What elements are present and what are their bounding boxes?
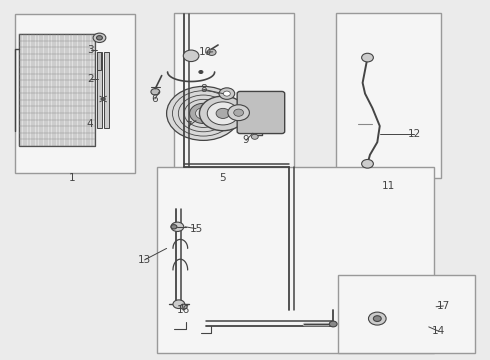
Text: 10: 10 [199,47,212,57]
Bar [19,34,95,146]
Circle shape [151,89,160,95]
Circle shape [190,103,217,123]
Circle shape [171,225,177,229]
Circle shape [167,86,240,140]
Bar [157,167,434,353]
Text: 12: 12 [407,129,421,139]
Bar [174,13,294,171]
Circle shape [207,49,216,55]
Text: 17: 17 [437,301,450,311]
Bar [104,52,109,128]
Circle shape [180,304,187,309]
Circle shape [173,300,185,309]
Text: 15: 15 [189,224,203,234]
Circle shape [171,222,184,231]
Text: 1: 1 [69,173,76,183]
Bar [97,52,102,128]
Circle shape [234,109,244,116]
Circle shape [362,53,373,62]
Bar [97,52,101,70]
Text: 5: 5 [220,173,226,183]
Circle shape [373,316,381,321]
Text: 6: 6 [151,94,158,104]
Circle shape [251,134,258,139]
Circle shape [93,33,106,42]
Circle shape [228,105,249,121]
Circle shape [183,50,199,62]
Text: 11: 11 [381,181,395,191]
Text: 3: 3 [87,45,94,55]
Circle shape [329,321,337,327]
Text: 14: 14 [432,326,445,336]
Circle shape [207,102,239,125]
Circle shape [219,88,235,99]
Circle shape [362,159,373,168]
Text: 13: 13 [138,255,151,265]
Circle shape [196,108,211,119]
Text: 2: 2 [87,74,94,84]
Bar [15,14,135,173]
Text: 9: 9 [243,135,249,145]
Circle shape [368,312,386,325]
Circle shape [199,96,246,131]
Bar [336,13,441,178]
Circle shape [216,108,230,118]
FancyBboxPatch shape [237,91,285,134]
Circle shape [97,36,102,40]
Circle shape [223,91,230,96]
Text: 8: 8 [200,84,207,94]
Text: 16: 16 [176,305,190,315]
Bar [338,275,475,353]
Text: 7: 7 [185,121,192,131]
Circle shape [199,71,203,73]
Text: 4: 4 [86,119,93,129]
